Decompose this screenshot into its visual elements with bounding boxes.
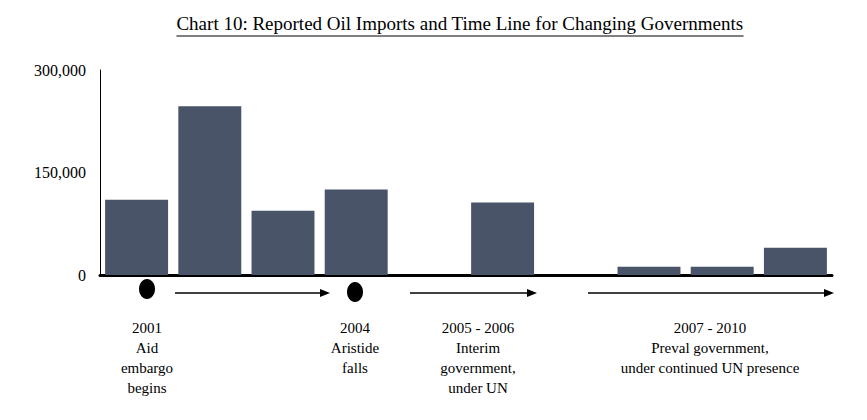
svg-text:falls: falls (342, 360, 368, 376)
svg-text:Chart 10: Reported Oil Imports: Chart 10: Reported Oil Imports and Time … (176, 13, 743, 34)
svg-text:under continued UN presence: under continued UN presence (621, 360, 800, 376)
svg-text:embargo: embargo (121, 360, 173, 376)
svg-text:government,: government, (440, 360, 515, 376)
svg-text:begins: begins (127, 380, 166, 396)
svg-text:150,000: 150,000 (34, 164, 86, 181)
svg-text:Aid: Aid (136, 340, 159, 356)
svg-text:2004: 2004 (340, 320, 371, 336)
svg-text:under UN: under UN (448, 380, 508, 396)
svg-text:Interim: Interim (456, 340, 500, 356)
svg-text:300,000: 300,000 (34, 62, 86, 79)
svg-text:2005 - 2006: 2005 - 2006 (442, 320, 515, 336)
svg-text:2007 - 2010: 2007 - 2010 (674, 320, 747, 336)
svg-text:0: 0 (78, 267, 86, 284)
svg-text:Preval government,: Preval government, (651, 340, 768, 356)
svg-text:Aristide: Aristide (331, 340, 380, 356)
svg-text:2001: 2001 (132, 320, 162, 336)
